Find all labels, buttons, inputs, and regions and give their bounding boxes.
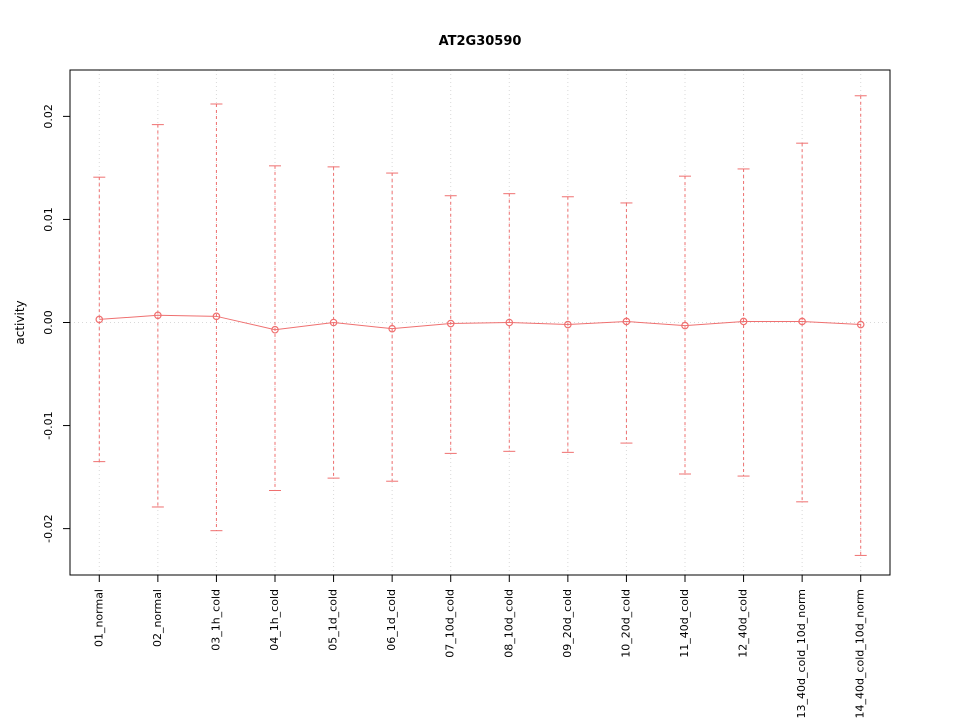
x-tick-label: 08_10d_cold	[502, 589, 515, 658]
x-tick-label: 09_20d_cold	[561, 589, 574, 658]
mean-point	[154, 311, 162, 320]
x-tick-label: 14_40d_cold_10d_norm	[854, 589, 867, 719]
mean-point	[622, 317, 631, 326]
mean-point	[739, 317, 748, 326]
x-tick-label: 02_normal	[151, 589, 164, 647]
mean-point	[564, 320, 572, 329]
x-tick-label: 03_1h_cold	[209, 589, 222, 651]
y-axis-label: activity	[13, 300, 27, 344]
y-tick-label: 0.00	[42, 310, 55, 335]
x-tick-label: 01_normal	[92, 589, 105, 647]
x-tick-label: 05_1d_cold	[327, 589, 340, 651]
x-tick-label: 13_40d_cold_10d_norm	[795, 589, 808, 719]
mean-point	[856, 320, 865, 329]
mean-point	[212, 312, 221, 321]
mean-point	[329, 318, 338, 327]
x-tick-label: 11_40d_cold	[678, 589, 691, 658]
mean-point	[271, 325, 279, 334]
mean-point	[505, 318, 514, 327]
x-tick-label: 06_1d_cold	[385, 589, 398, 651]
y-tick-label: 0.02	[42, 104, 55, 129]
x-tick-label: 12_40d_cold	[737, 589, 750, 658]
mean-line	[99, 314, 861, 331]
y-tick-label: -0.01	[42, 411, 55, 439]
mean-point	[388, 324, 396, 333]
x-tick-label: 10_20d_cold	[619, 589, 632, 658]
y-tick-label: 0.01	[42, 207, 55, 232]
mean-point	[95, 315, 104, 324]
mean-point	[446, 319, 455, 328]
chart-title: AT2G30590	[438, 34, 522, 49]
y-tick-label: -0.02	[42, 514, 55, 542]
x-tick-label: 04_1h_cold	[268, 589, 281, 651]
x-tick-label: 07_10d_cold	[444, 589, 457, 658]
mean-point	[681, 321, 689, 330]
mean-point	[798, 317, 806, 326]
